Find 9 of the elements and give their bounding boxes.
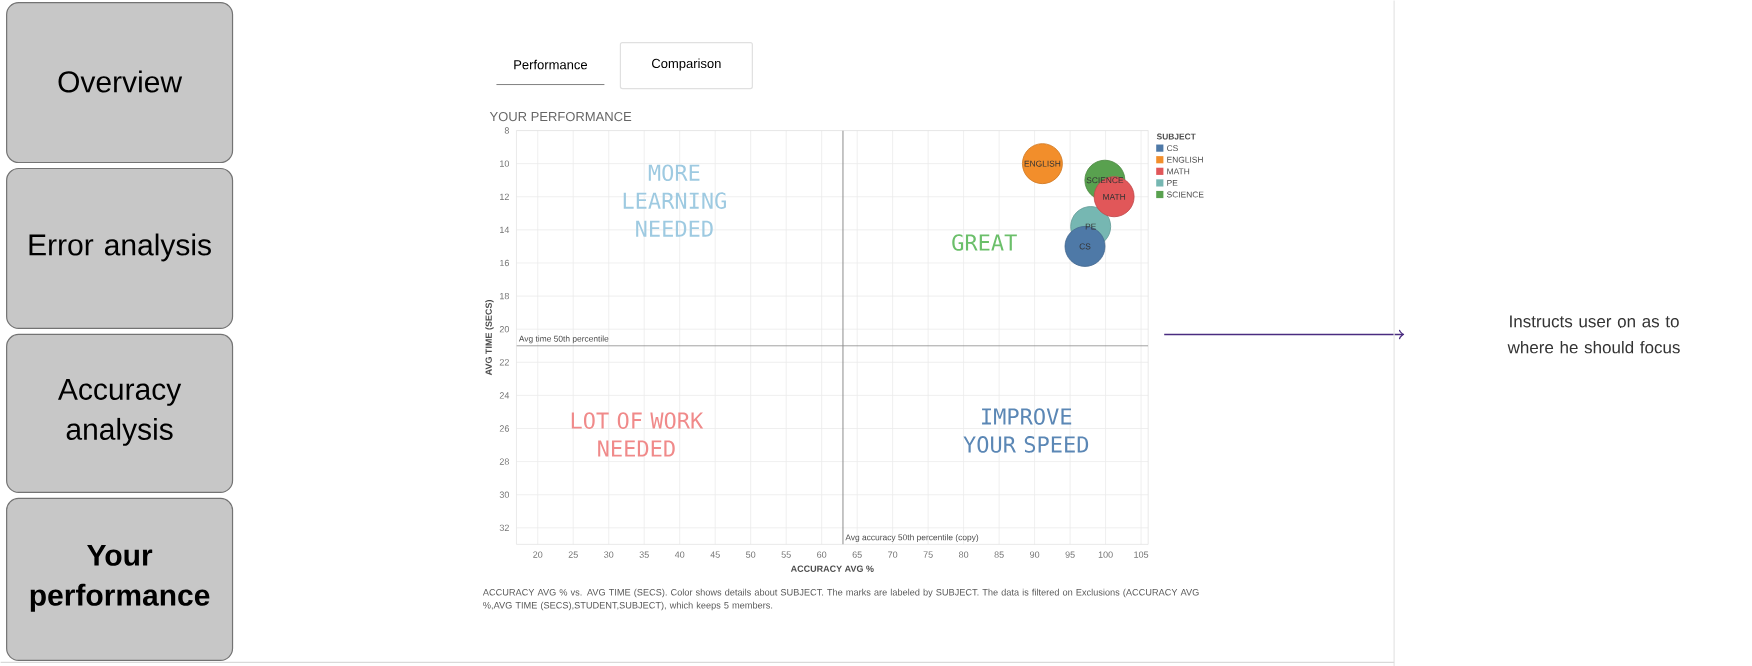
annotation: GREAT [952,233,1017,251]
text: Overview [58,70,183,93]
text: Your performance [30,544,210,612]
text: Error analysis [29,233,211,261]
text: Accuracy analysis [57,378,182,446]
annotation: IMPROVE YOUR SPEED [963,407,1089,453]
text: Instructs user on as to where he should focus [1507,315,1680,353]
annotation: MORE LEARNING NEEDED [623,163,726,237]
annotation: LOT OF WORK NEEDED [571,411,704,457]
